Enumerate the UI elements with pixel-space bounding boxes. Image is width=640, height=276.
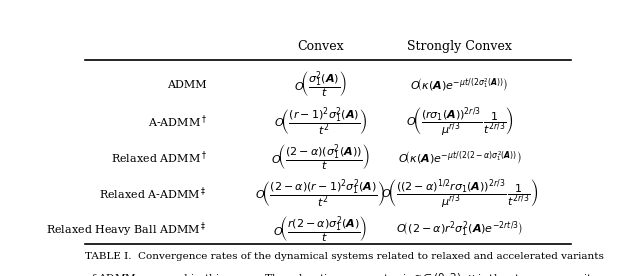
Text: Relaxed ADMM$^\dagger$: Relaxed ADMM$^\dagger$ bbox=[111, 149, 207, 166]
Text: $O\!\left(\dfrac{r(2-\alpha)\sigma_1^2(\boldsymbol{A})}{t}\right)$: $O\!\left(\dfrac{r(2-\alpha)\sigma_1^2(\… bbox=[273, 214, 368, 245]
Text: TABLE I.  Convergence rates of the dynamical systems related to relaxed and acce: TABLE I. Convergence rates of the dynami… bbox=[85, 252, 604, 261]
Text: Relaxed Heavy Ball ADMM$^\ddagger$: Relaxed Heavy Ball ADMM$^\ddagger$ bbox=[46, 221, 207, 239]
Text: $O\!\left(\dfrac{(2-\alpha)(r-1)^2\sigma_1^2(\boldsymbol{A})}{t^2}\right)$: $O\!\left(\dfrac{(2-\alpha)(r-1)^2\sigma… bbox=[255, 177, 386, 210]
Text: Convex: Convex bbox=[297, 40, 344, 54]
Text: $O\!\left(\dfrac{(r-1)^2\sigma_1^2(\boldsymbol{A})}{t^2}\right)$: $O\!\left(\dfrac{(r-1)^2\sigma_1^2(\bold… bbox=[274, 105, 367, 138]
Text: Strongly Convex: Strongly Convex bbox=[407, 40, 512, 54]
Text: $O\!\left(\kappa(\boldsymbol{A})e^{-\mu t/(2(2-\alpha)\sigma_1^2(\boldsymbol{A}): $O\!\left(\kappa(\boldsymbol{A})e^{-\mu … bbox=[397, 149, 522, 166]
Text: $O\!\left(\dfrac{\sigma_1^2(\boldsymbol{A})}{t}\right)$: $O\!\left(\dfrac{\sigma_1^2(\boldsymbol{… bbox=[294, 70, 347, 100]
Text: ADMM: ADMM bbox=[167, 80, 207, 90]
Text: $O\!\left(\dfrac{(r\sigma_1(\boldsymbol{A}))^{2r/3}}{\mu^{r/3}}\,\dfrac{1}{t^{2r: $O\!\left(\dfrac{(r\sigma_1(\boldsymbol{… bbox=[406, 105, 513, 138]
Text: A-ADMM$^\dagger$: A-ADMM$^\dagger$ bbox=[147, 113, 207, 130]
Text: of ADMM proposed in this paper. The relaxation parameter is $\alpha \in (0,2)$, : of ADMM proposed in this paper. The rela… bbox=[85, 271, 598, 276]
Text: $O\!\left(\dfrac{((2-\alpha)^{1/2}r\sigma_1(\boldsymbol{A}))^{2r/3}}{\mu^{r/3}}\: $O\!\left(\dfrac{((2-\alpha)^{1/2}r\sigm… bbox=[381, 177, 538, 210]
Text: $O\!\left(\kappa(\boldsymbol{A})e^{-\mu t/(2\sigma_1^2(\boldsymbol{A}))}\right)$: $O\!\left(\kappa(\boldsymbol{A})e^{-\mu … bbox=[410, 77, 508, 94]
Text: Relaxed A-ADMM$^\ddagger$: Relaxed A-ADMM$^\ddagger$ bbox=[99, 185, 207, 202]
Text: $O\!\left(\dfrac{(2-\alpha)(\sigma_1^2(\boldsymbol{A}))}{t}\right)$: $O\!\left(\dfrac{(2-\alpha)(\sigma_1^2(\… bbox=[271, 142, 370, 172]
Text: $O\!\left((2-\alpha)r^2\sigma_1^2(\boldsymbol{A})e^{-2rt/3}\right)$: $O\!\left((2-\alpha)r^2\sigma_1^2(\bolds… bbox=[396, 220, 523, 239]
